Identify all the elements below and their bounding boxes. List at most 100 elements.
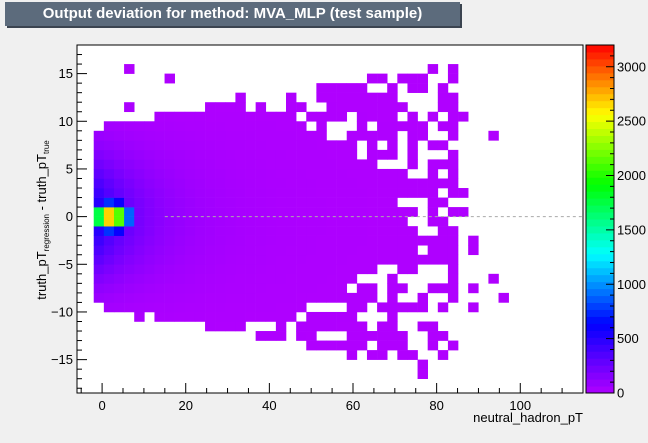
heatmap-cell [336, 245, 348, 256]
heatmap-cell [346, 149, 358, 160]
heatmap-cell [346, 292, 358, 303]
color-scale-segment [586, 86, 614, 95]
heatmap-cell [154, 130, 165, 141]
heatmap-cell [377, 226, 388, 236]
heatmap-cell [427, 207, 439, 217]
heatmap-cell [93, 235, 105, 246]
heatmap-cell [154, 292, 165, 303]
heatmap-cell [387, 168, 398, 179]
color-scale-segment [586, 309, 614, 317]
heatmap-cell [124, 273, 135, 284]
heatmap-cell [205, 254, 216, 265]
heatmap-cell [124, 130, 135, 141]
heatmap-cell [93, 197, 105, 208]
heatmap-cell [326, 216, 337, 227]
heatmap-cell [164, 149, 175, 160]
color-scale-segment [586, 177, 614, 185]
heatmap-cell [174, 178, 186, 189]
heatmap-cell [134, 121, 145, 132]
heatmap-cell [356, 321, 368, 332]
heatmap-cell [275, 245, 287, 256]
x-tick-label: 100 [509, 398, 531, 413]
color-scale-segment [586, 337, 614, 345]
heatmap-cell [164, 159, 175, 170]
heatmap-cell [205, 216, 216, 227]
heatmap-cell [184, 302, 196, 313]
heatmap-cell [154, 226, 165, 236]
heatmap-cell [346, 207, 358, 217]
heatmap-cell [336, 188, 348, 198]
heatmap-cell [154, 264, 165, 275]
heatmap-cell [336, 235, 348, 246]
color-scale-segment [586, 51, 614, 60]
heatmap-cell [194, 178, 206, 189]
heatmap-cell [286, 273, 297, 284]
heatmap-cell [346, 235, 358, 246]
heatmap-cell [265, 121, 277, 132]
heatmap-cell [447, 207, 459, 217]
heatmap-cell [265, 159, 277, 170]
heatmap-cell [447, 149, 459, 160]
color-scale-segment [586, 163, 614, 171]
heatmap-cell [286, 188, 297, 198]
heatmap-cell [275, 159, 287, 170]
heatmap-cell [296, 216, 307, 227]
heatmap-cell [397, 168, 408, 179]
heatmap-cell [174, 311, 186, 322]
heatmap-cell [255, 311, 267, 322]
heatmap-cell [144, 254, 155, 265]
y-tick-label: 0 [66, 209, 73, 224]
color-scale-segment [586, 170, 614, 178]
heatmap-cell [366, 235, 378, 246]
heatmap-cell [124, 178, 135, 189]
heatmap-cell [194, 311, 206, 322]
heatmap-cell [225, 207, 236, 217]
heatmap-cell [245, 292, 256, 303]
heatmap-cell [255, 111, 267, 122]
y-tick-label: −15 [51, 352, 73, 367]
y-axis-title: truth_pTregression - truth_pTtrue [34, 140, 51, 300]
heatmap-cell [265, 226, 277, 236]
heatmap-cell [255, 331, 267, 341]
heatmap-cell [255, 207, 267, 217]
heatmap-cell [377, 216, 388, 227]
heatmap-cell [103, 264, 115, 275]
heatmap-cell [356, 197, 368, 208]
heatmap-cell [447, 159, 459, 170]
heatmap-cell [255, 140, 267, 151]
heatmap-cell [427, 140, 439, 151]
heatmap-cell [296, 331, 307, 341]
heatmap-cell [174, 273, 186, 284]
heatmap-cell [184, 207, 196, 217]
heatmap-cell [265, 111, 277, 122]
heatmap-cell [356, 102, 368, 113]
heatmap-cell [184, 292, 196, 303]
heatmap-cell [407, 235, 418, 246]
heatmap-cell [235, 292, 246, 303]
heatmap-cell [124, 283, 135, 294]
heatmap-cell [93, 140, 105, 151]
heatmap-cell [245, 283, 256, 294]
heatmap-cell [235, 130, 246, 141]
heatmap-cell [93, 130, 105, 141]
heatmap-cell [387, 111, 398, 122]
heatmap-cell [255, 102, 267, 113]
heatmap-cell [366, 130, 378, 141]
heatmap-cell [437, 226, 449, 236]
color-scale-segment [586, 156, 614, 164]
heatmap-cell [346, 159, 358, 170]
heatmap-cell [225, 311, 236, 322]
heatmap-cell [134, 216, 145, 227]
heatmap-cell [427, 178, 439, 189]
heatmap-cell [377, 321, 388, 332]
heatmap-cell [184, 283, 196, 294]
color-scale-label: 0 [617, 386, 624, 401]
heatmap-cell [397, 264, 408, 275]
heatmap-cell [215, 321, 226, 332]
heatmap-cell [255, 130, 267, 141]
heatmap-cell [215, 207, 226, 217]
heatmap-cell [326, 149, 337, 160]
heatmap-cell [134, 235, 145, 246]
heatmap-cell [93, 149, 105, 160]
heatmap-cell [447, 64, 459, 74]
